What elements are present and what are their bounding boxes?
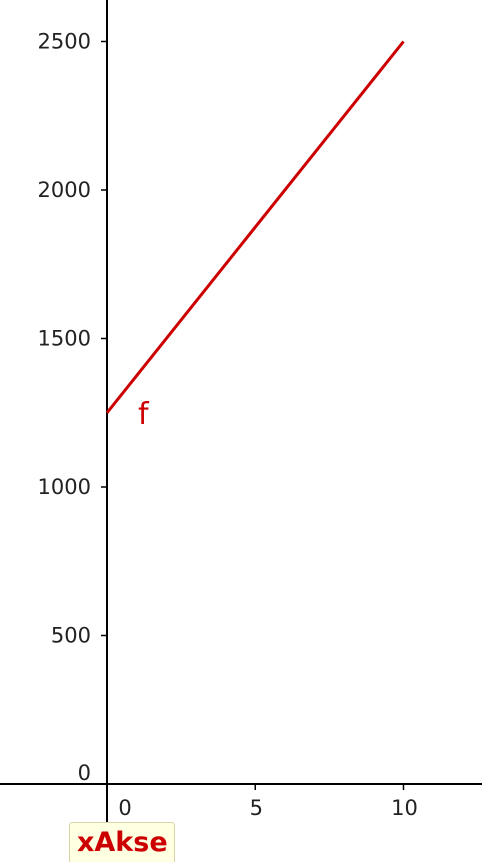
x-axis-tooltip-text: xAkse xyxy=(77,827,168,858)
y-tick-label-0: 0 xyxy=(78,761,91,785)
series-line-f[interactable] xyxy=(105,40,405,414)
y-tick-label-2500: 2500 xyxy=(38,30,91,54)
y-tick-label-1000: 1000 xyxy=(38,475,91,499)
x-axis-tooltip: xAkse xyxy=(69,822,175,862)
x-tick-label-0: 0 xyxy=(118,796,131,820)
tick-marks xyxy=(101,40,405,790)
series-label-f[interactable]: f xyxy=(138,397,150,432)
x-tick-label-10: 10 xyxy=(391,796,418,820)
y-tick-label-2000: 2000 xyxy=(38,178,91,202)
function-plot[interactable]: f xyxy=(105,40,405,432)
y-tick-label-1500: 1500 xyxy=(38,327,91,351)
tick-labels: 0 500 1000 1500 2000 2500 0 5 10 xyxy=(38,30,418,821)
y-tick-label-500: 500 xyxy=(51,624,91,648)
x-tick-label-5: 5 xyxy=(250,796,263,820)
